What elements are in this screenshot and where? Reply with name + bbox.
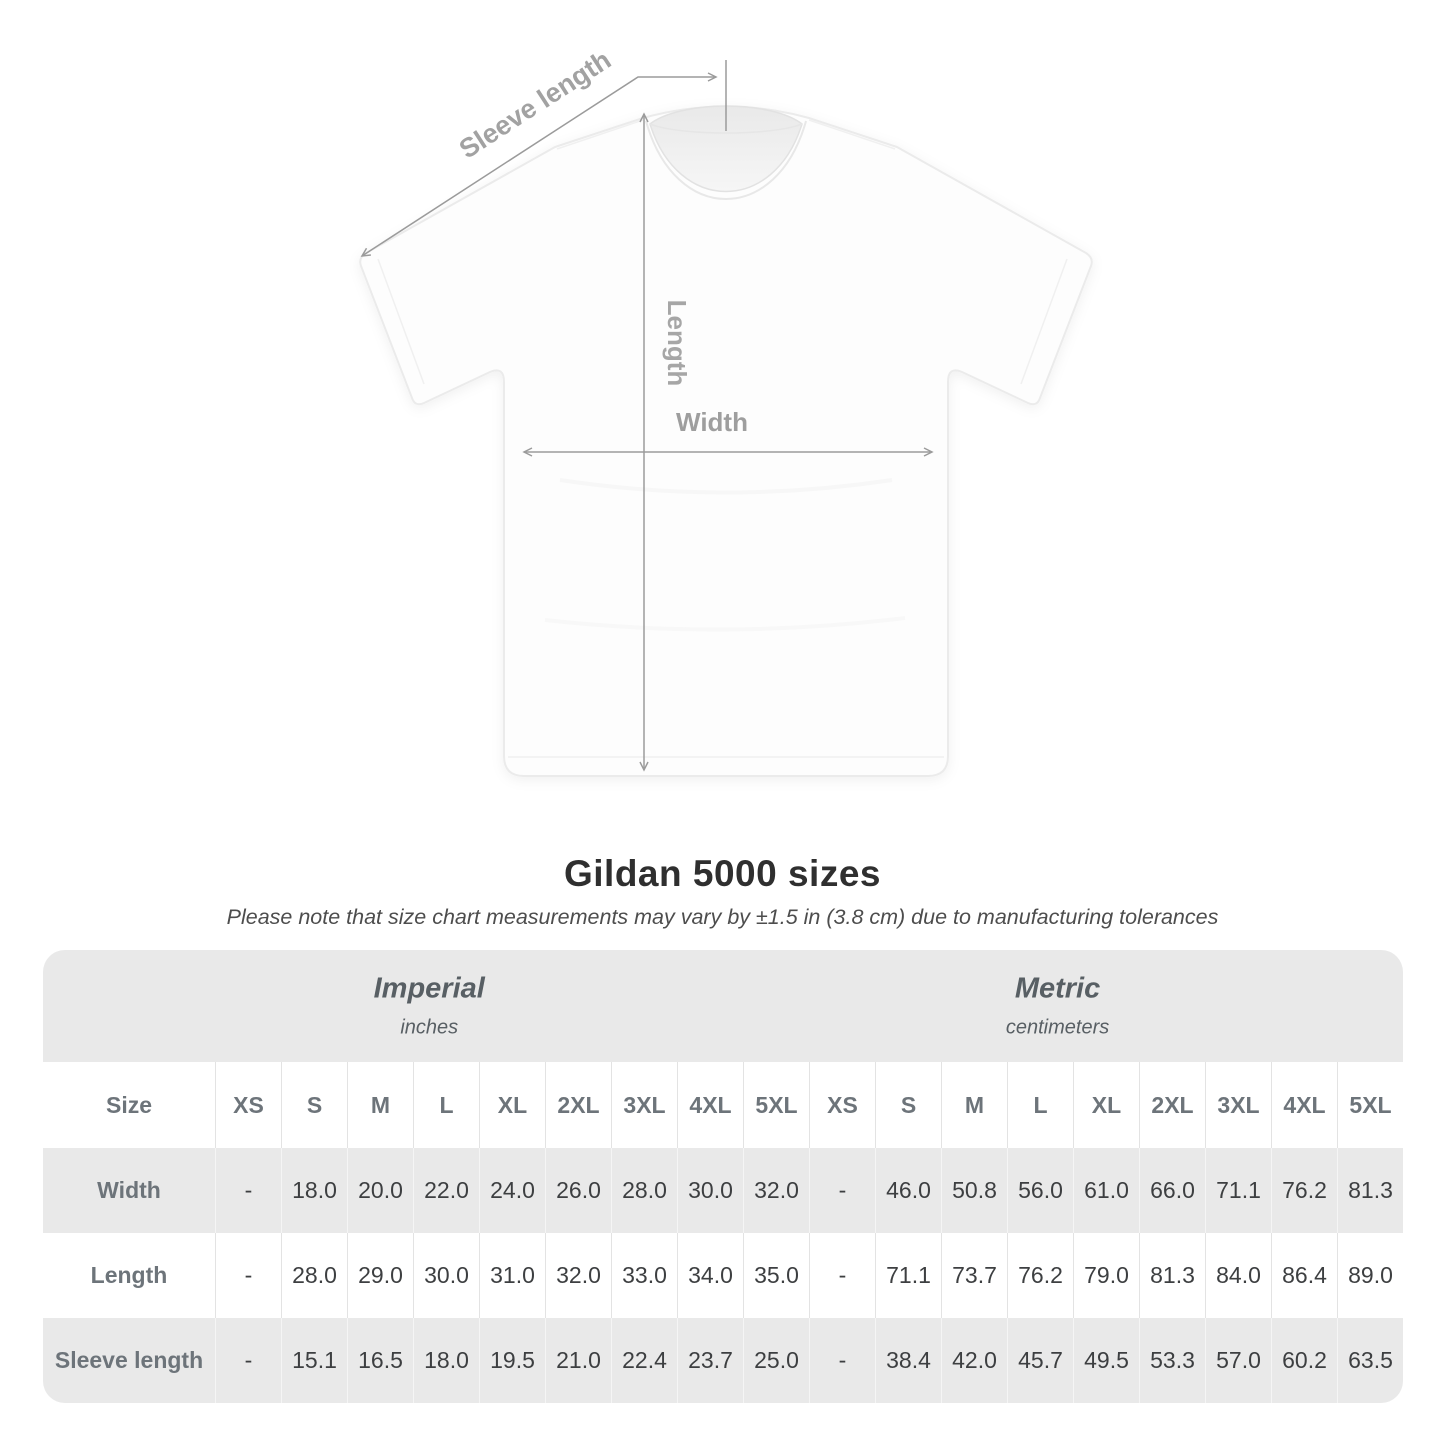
size-header-cell: 2XL — [545, 1062, 611, 1148]
size-header-cell: L — [1007, 1062, 1073, 1148]
value-cell: 61.0 — [1073, 1148, 1139, 1233]
value-cell: 29.0 — [347, 1233, 413, 1318]
size-header-cell: 4XL — [1271, 1062, 1337, 1148]
value-cell: 60.2 — [1271, 1318, 1337, 1403]
size-header-cell: 4XL — [677, 1062, 743, 1148]
value-cell: 32.0 — [743, 1148, 809, 1233]
caption-block: Gildan 5000 sizes Please note that size … — [0, 853, 1445, 930]
size-header-cell: 3XL — [1205, 1062, 1271, 1148]
tshirt-silhouette — [359, 105, 1093, 777]
value-cell: 66.0 — [1139, 1148, 1205, 1233]
value-cell: 84.0 — [1205, 1233, 1271, 1318]
value-cell: 15.1 — [281, 1318, 347, 1403]
value-cell: 76.2 — [1271, 1148, 1337, 1233]
value-cell: 38.4 — [875, 1318, 941, 1403]
value-cell: 24.0 — [479, 1148, 545, 1233]
row-label: Sleeve length — [54, 1347, 204, 1373]
value-cell: 86.4 — [1271, 1233, 1337, 1318]
value-cell: 73.7 — [941, 1233, 1007, 1318]
size-header-cell: L — [413, 1062, 479, 1148]
size-col-header: Size — [105, 1091, 153, 1118]
metric-label: Metric — [1014, 972, 1101, 1005]
value-cell: 50.8 — [941, 1148, 1007, 1233]
sleeve-length-arrow — [360, 72, 718, 257]
size-chart-table: Imperial inches Metric centimeters Size … — [43, 950, 1403, 1403]
table-row-width: Width - 18.0 20.0 22.0 24.0 26.0 28.0 30… — [43, 1148, 1403, 1233]
value-cell: 22.0 — [413, 1148, 479, 1233]
value-cell: - — [809, 1318, 875, 1403]
imperial-label: Imperial — [373, 972, 485, 1005]
unit-header-imperial: Imperial inches — [374, 973, 485, 1040]
value-cell: 28.0 — [611, 1148, 677, 1233]
size-header-cell: XS — [809, 1062, 875, 1148]
value-cell: 28.0 — [281, 1233, 347, 1318]
size-header-cell: M — [941, 1062, 1007, 1148]
size-header-cell: S — [875, 1062, 941, 1148]
table-row-length: Length - 28.0 29.0 30.0 31.0 32.0 33.0 3… — [43, 1233, 1403, 1318]
value-cell: 22.4 — [611, 1318, 677, 1403]
value-cell: 49.5 — [1073, 1318, 1139, 1403]
unit-header-band: Imperial inches Metric centimeters — [43, 950, 1403, 1062]
value-cell: 53.3 — [1139, 1318, 1205, 1403]
value-cell: 30.0 — [677, 1148, 743, 1233]
value-cell: 34.0 — [677, 1233, 743, 1318]
value-cell: 45.7 — [1007, 1318, 1073, 1403]
value-cell: 57.0 — [1205, 1318, 1271, 1403]
size-header-cell: XL — [479, 1062, 545, 1148]
value-cell: 19.5 — [479, 1318, 545, 1403]
value-cell: 71.1 — [1205, 1148, 1271, 1233]
page-subtitle: Please note that size chart measurements… — [226, 905, 1219, 929]
size-header-cell: M — [347, 1062, 413, 1148]
value-cell: 23.7 — [677, 1318, 743, 1403]
row-label: Length — [90, 1262, 168, 1288]
size-header-row: Size XS S M L XL 2XL 3XL 4XL 5XL XS S M … — [43, 1062, 1403, 1148]
tshirt-image: Sleeve length Length Width — [359, 44, 1093, 777]
size-header-cell: XS — [215, 1062, 281, 1148]
tshirt-measurement-diagram: Sleeve length Length Width — [359, 44, 1093, 777]
value-cell: 25.0 — [743, 1318, 809, 1403]
value-cell: 16.5 — [347, 1318, 413, 1403]
row-label: Width — [97, 1177, 161, 1203]
value-cell: 31.0 — [479, 1233, 545, 1318]
value-cell: 42.0 — [941, 1318, 1007, 1403]
size-header-cell: S — [281, 1062, 347, 1148]
value-cell: 79.0 — [1073, 1233, 1139, 1318]
value-cell: 89.0 — [1337, 1233, 1403, 1318]
value-cell: 46.0 — [875, 1148, 941, 1233]
value-cell: - — [809, 1233, 875, 1318]
value-cell: 18.0 — [413, 1318, 479, 1403]
value-cell: 21.0 — [545, 1318, 611, 1403]
metric-sublabel: centimeters — [1005, 1016, 1110, 1039]
value-cell: 81.3 — [1337, 1148, 1403, 1233]
value-cell: 81.3 — [1139, 1233, 1205, 1318]
value-cell: 18.0 — [281, 1148, 347, 1233]
table-row-sleeve-length: Sleeve length - 15.1 16.5 18.0 19.5 21.0… — [43, 1318, 1403, 1403]
value-cell: - — [215, 1318, 281, 1403]
imperial-sublabel: inches — [400, 1016, 459, 1039]
width-label: Width — [676, 407, 748, 437]
size-header-cell: 5XL — [743, 1062, 809, 1148]
value-cell: 35.0 — [743, 1233, 809, 1318]
value-cell: - — [809, 1148, 875, 1233]
value-cell: 30.0 — [413, 1233, 479, 1318]
value-cell: 33.0 — [611, 1233, 677, 1318]
value-cell: 76.2 — [1007, 1233, 1073, 1318]
size-header-cell: 3XL — [611, 1062, 677, 1148]
unit-header-metric: Metric centimeters — [1006, 973, 1109, 1040]
value-cell: - — [215, 1233, 281, 1318]
value-cell: 26.0 — [545, 1148, 611, 1233]
value-cell: 71.1 — [875, 1233, 941, 1318]
size-header-cell: XL — [1073, 1062, 1139, 1148]
sleeve-hem-seams — [377, 258, 1068, 385]
value-cell: 32.0 — [545, 1233, 611, 1318]
value-cell: 20.0 — [347, 1148, 413, 1233]
length-label: Length — [662, 300, 692, 387]
page-title: Gildan 5000 sizes — [563, 853, 881, 894]
value-cell: 63.5 — [1337, 1318, 1403, 1403]
value-cell: - — [215, 1148, 281, 1233]
size-header-cell: 5XL — [1337, 1062, 1403, 1148]
value-cell: 56.0 — [1007, 1148, 1073, 1233]
size-header-cell: 2XL — [1139, 1062, 1205, 1148]
